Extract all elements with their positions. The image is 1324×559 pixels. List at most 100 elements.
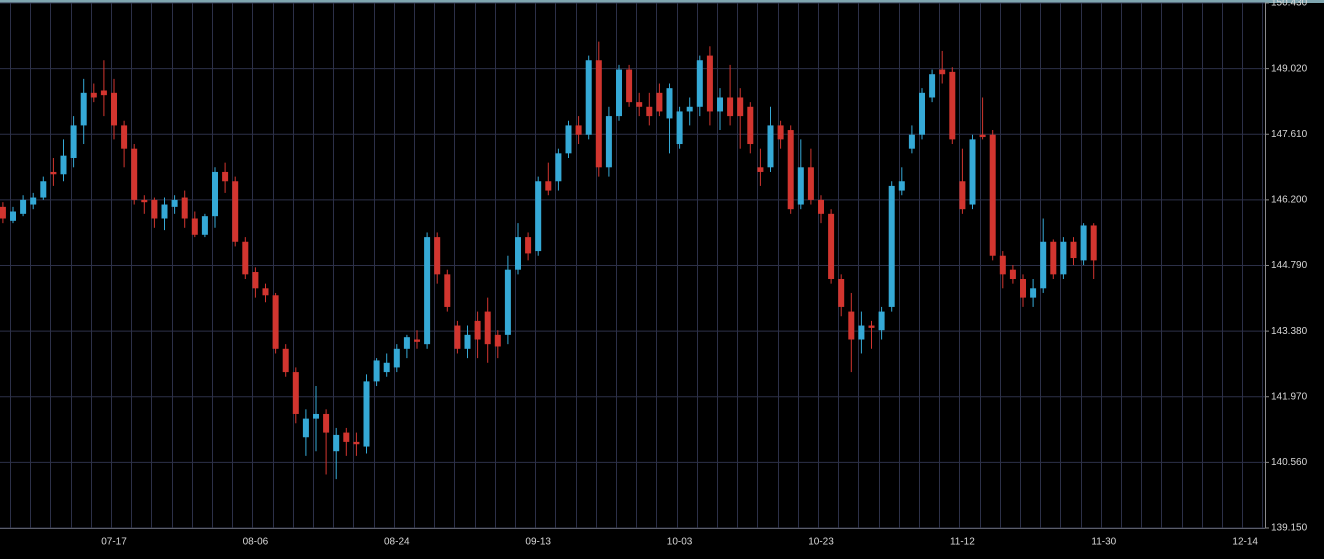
candle-body — [1060, 241, 1067, 275]
candle-body — [272, 295, 279, 349]
candle-body — [818, 199, 824, 214]
candle-body — [515, 237, 521, 270]
candle-body — [313, 413, 319, 419]
candle-body — [434, 237, 441, 275]
y-tick-label: 150.430 — [1271, 0, 1308, 9]
candle-body — [50, 171, 57, 175]
candle-body — [292, 372, 299, 414]
x-tick-label: 11-12 — [950, 537, 975, 548]
candle-body — [545, 181, 552, 191]
candle-body — [222, 171, 229, 182]
candle-body — [626, 69, 633, 103]
y-tick-label: 141.970 — [1271, 391, 1308, 402]
candle-body — [141, 199, 148, 203]
y-tick-label: 143.380 — [1271, 326, 1308, 337]
candle-body — [464, 334, 471, 349]
candle-body — [474, 320, 481, 340]
candle-body — [999, 255, 1006, 275]
candle-body — [979, 134, 986, 138]
candle-body — [807, 167, 814, 200]
candle-body — [888, 185, 895, 307]
candle-body — [40, 181, 47, 198]
candle-body — [777, 125, 784, 140]
candle-body — [706, 55, 713, 112]
candle-body — [989, 134, 996, 256]
candle-body — [121, 125, 128, 149]
candle-body — [252, 272, 259, 289]
candle-body — [1090, 225, 1097, 261]
candle-body — [656, 92, 663, 112]
x-tick-label: 11-30 — [1091, 537, 1116, 548]
candle-body — [383, 362, 390, 373]
candle-body — [212, 171, 218, 217]
candle-body — [393, 348, 400, 368]
candle-body — [161, 204, 168, 219]
candle-body — [535, 181, 542, 252]
candle-body — [797, 167, 804, 205]
x-tick-label: 12-14 — [1232, 537, 1258, 548]
candle-body — [353, 441, 360, 445]
candle-body — [908, 134, 915, 149]
candle-body — [757, 167, 764, 172]
candle-body — [100, 90, 107, 96]
candle-body — [525, 237, 532, 254]
candle-body — [504, 269, 511, 335]
candle-body — [676, 111, 683, 145]
candle-body — [171, 199, 178, 207]
candle-body — [0, 206, 6, 219]
y-tick-label: 147.610 — [1271, 129, 1308, 140]
candle-body — [1080, 225, 1087, 261]
candle-body — [686, 106, 693, 112]
candle-body — [737, 97, 744, 117]
candle-body — [414, 339, 420, 342]
candle-body — [403, 337, 410, 349]
x-tick-label: 08-06 — [243, 537, 269, 548]
candle-body — [616, 69, 622, 117]
candle-body — [111, 92, 117, 126]
candle-body — [646, 106, 653, 117]
candle-body — [555, 153, 562, 182]
candle-body — [868, 325, 875, 328]
candle-body — [969, 139, 976, 205]
candle-body — [444, 274, 451, 307]
candle-body — [898, 181, 905, 191]
candle-body — [696, 60, 703, 107]
candle-body — [575, 125, 582, 135]
candle-body — [1030, 288, 1037, 298]
y-tick-label: 144.790 — [1271, 260, 1308, 271]
candle-body — [787, 130, 794, 210]
candle-body — [323, 413, 330, 433]
x-tick-label: 07-17 — [101, 537, 127, 548]
candle-body — [484, 311, 491, 345]
candle-body — [131, 148, 138, 200]
candle-body — [717, 97, 723, 112]
candle-body — [565, 125, 572, 154]
candle-body — [636, 102, 643, 107]
candle-body — [929, 74, 936, 98]
y-tick-label: 139.150 — [1271, 523, 1308, 534]
candle-body — [90, 92, 97, 98]
candle-body — [767, 125, 774, 168]
candle-body — [727, 97, 734, 117]
candle-body — [747, 106, 754, 145]
candle-body — [191, 218, 198, 235]
candle-body — [302, 418, 309, 438]
candle-body — [1050, 241, 1057, 275]
candle-body — [30, 197, 37, 205]
candle-body — [20, 199, 27, 214]
candle-body — [333, 434, 340, 452]
candle-body — [1040, 241, 1047, 289]
y-tick-label: 140.560 — [1271, 457, 1308, 468]
candle-body — [262, 288, 269, 296]
candle-body — [424, 237, 431, 345]
candle-body — [201, 216, 208, 235]
candle-body — [585, 60, 592, 135]
x-tick-label: 09-13 — [525, 537, 551, 548]
candle-body — [959, 181, 966, 210]
candle-body — [363, 381, 370, 447]
candle-body — [605, 116, 612, 168]
candle-body — [494, 334, 501, 347]
candle-body — [838, 278, 845, 307]
candle-body — [151, 199, 158, 219]
